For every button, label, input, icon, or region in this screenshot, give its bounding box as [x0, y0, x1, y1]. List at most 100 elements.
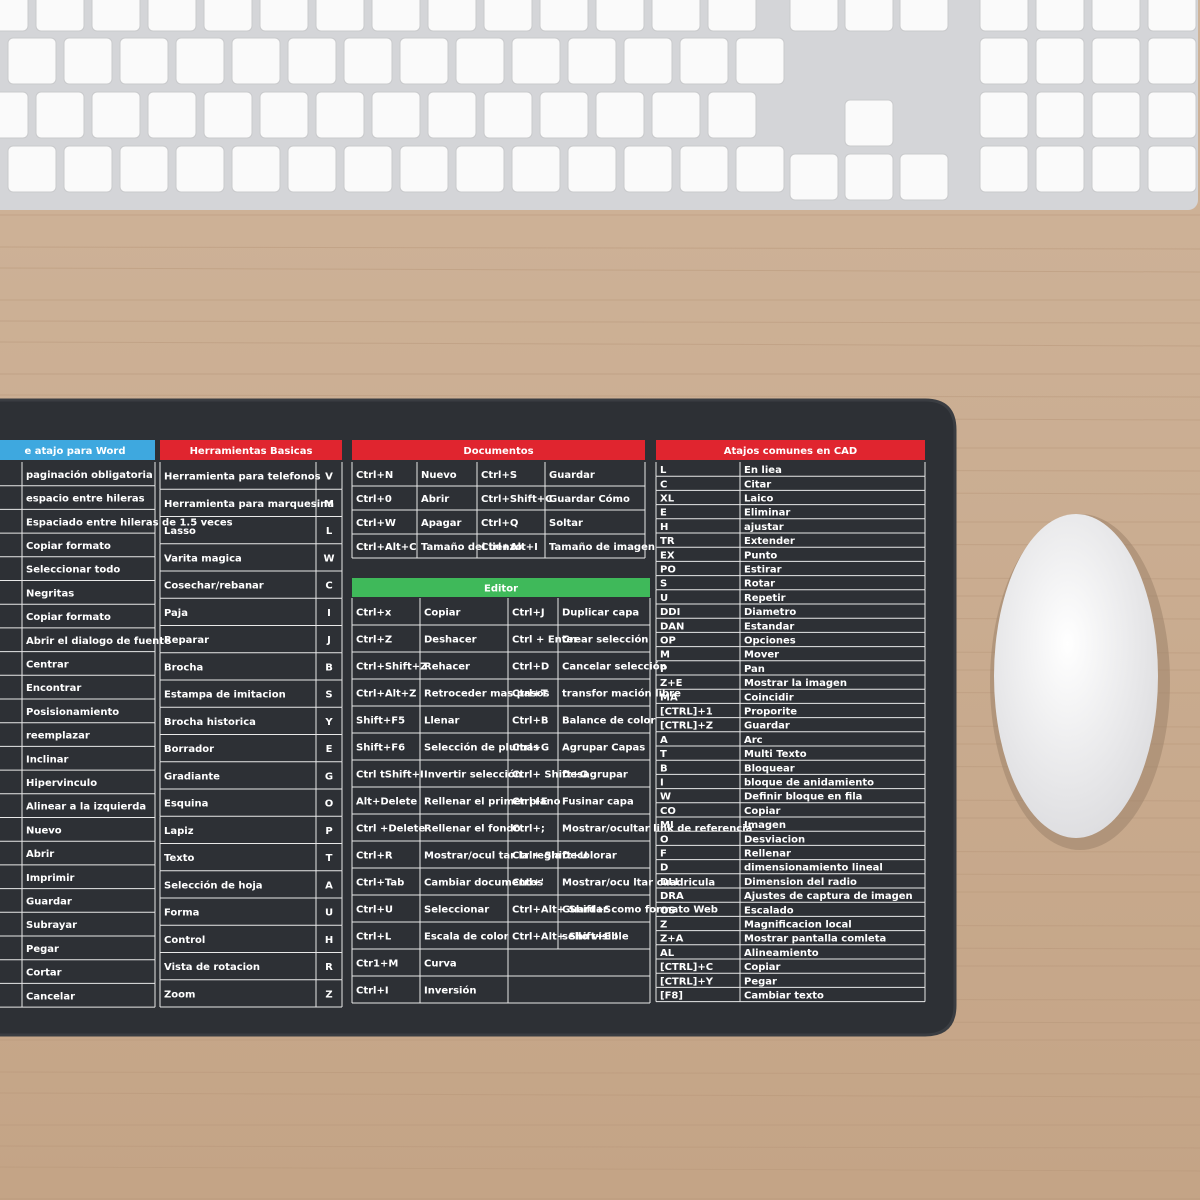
key — [231, 37, 281, 85]
cell-text: S — [660, 579, 667, 590]
cell-text: Guardar — [549, 470, 595, 481]
cell-text: Pegar — [26, 944, 59, 955]
cell-text: Ctrl + Enter — [512, 635, 578, 646]
cell-text: DDI — [660, 607, 680, 618]
key — [483, 0, 533, 32]
key — [899, 0, 949, 32]
cell-text: Tamaño del lienzo — [421, 542, 522, 553]
key — [735, 145, 785, 193]
cell-text: W — [323, 553, 334, 564]
key — [844, 99, 894, 147]
cell-text: Herramienta para telefonos — [164, 472, 321, 483]
cell-text: Ctrl+Z — [356, 635, 392, 646]
cell-text: DAN — [660, 621, 684, 632]
key — [1091, 0, 1141, 32]
cell-text: Lasso — [164, 526, 196, 537]
cell-text: Ctrl+Alt+C — [356, 542, 417, 553]
cell-text: Z — [325, 989, 332, 1000]
cell-text: Mostrar pantalla comleta — [744, 934, 886, 945]
cell-text: Cancelar — [26, 991, 75, 1002]
key — [427, 0, 477, 32]
cell-text: Subrayar — [26, 920, 77, 931]
key — [7, 145, 57, 193]
cell-text: Arc — [744, 735, 763, 746]
cell-text: Alinear a la izquierda — [26, 802, 146, 813]
cell-text: [CTRL]+Z — [660, 721, 713, 732]
key — [175, 145, 225, 193]
key — [1147, 37, 1197, 85]
cell-text: Llenar — [424, 716, 459, 727]
cell-text: Curva — [424, 959, 457, 970]
cell-text: Ctrl+R — [356, 851, 393, 862]
cell-text: XL — [660, 494, 675, 505]
cell-text: Mover — [744, 650, 779, 661]
keyboard-keys — [0, 0, 1197, 201]
cell-text: Mostrar la imagen — [744, 678, 847, 689]
cell-text: OS — [660, 905, 676, 916]
key — [789, 153, 839, 201]
table-header — [352, 440, 645, 460]
grain-line — [0, 394, 1200, 398]
cell-text: Mostrar/ocul tar la regla — [424, 851, 561, 862]
key — [539, 91, 589, 139]
cell-text: Ctrl+E — [512, 797, 548, 808]
cell-text: U — [660, 593, 668, 604]
table-header — [160, 440, 342, 460]
cell-text: Ctrl+Alt+I — [481, 542, 538, 553]
cell-text: Coincidir — [744, 692, 794, 703]
cell-text: Posisionamiento — [26, 707, 119, 718]
cell-text: Laico — [744, 494, 773, 505]
cell-text: M — [660, 650, 670, 661]
cell-text: Estandar — [744, 621, 794, 632]
key — [259, 0, 309, 32]
key — [1035, 37, 1085, 85]
cell-text: F — [660, 849, 667, 860]
key — [427, 91, 477, 139]
shortcut-tables: e atajo para Word paginación obligatoria e… — [0, 440, 926, 1008]
key — [455, 145, 505, 193]
key — [1147, 0, 1197, 32]
cell-text: PO — [660, 565, 676, 576]
cell-text: Extender — [744, 536, 795, 547]
cell-text: Ctrl+Tab — [356, 878, 404, 889]
cell-text: B — [325, 662, 333, 673]
cell-text: Ctr1+M — [356, 959, 398, 970]
cell-text: I — [660, 778, 664, 789]
cell-text: MA — [660, 692, 678, 703]
cell-text: Shift+F5 — [356, 716, 405, 727]
cell-text: Ctrl+ Shift+G — [512, 770, 588, 781]
cell-text: Ctrl+x — [356, 608, 392, 619]
cell-text: Herramienta para marquesina — [164, 499, 334, 510]
cell-text: Deshacer — [424, 635, 477, 646]
key — [259, 91, 309, 139]
cell-text: Agrupar Capas — [562, 743, 645, 754]
cell-text: Y — [324, 717, 333, 728]
table-title: Editor — [484, 584, 518, 595]
cell-text: C — [325, 581, 332, 592]
cell-text: Selección de plumas — [424, 742, 539, 754]
cell-text: Cortar — [26, 968, 62, 979]
cell-text: Decolorar — [562, 851, 617, 862]
cell-text: Control — [164, 935, 205, 946]
cell-text: EX — [660, 550, 675, 561]
cell-text: C — [660, 479, 667, 490]
cell-text: Ctrl+I — [356, 986, 389, 997]
cell-text: Z+A — [660, 934, 684, 945]
cell-text: G — [325, 771, 333, 782]
key — [539, 0, 589, 32]
cell-text: L — [326, 526, 333, 537]
cell-text: O — [325, 799, 334, 810]
cell-text: Ctrl+B — [512, 716, 548, 727]
key — [0, 0, 29, 32]
cell-text: Citar — [744, 479, 771, 490]
cell-text: Centrar — [26, 659, 69, 670]
key — [35, 91, 85, 139]
cell-text: Negritas — [26, 588, 74, 599]
cell-text: Shift+F6 — [356, 743, 405, 754]
cell-text: Ctrl+' — [512, 878, 544, 889]
cell-text: Repetir — [744, 593, 786, 604]
cell-text: Guardar como formato Web — [562, 905, 718, 916]
key — [287, 145, 337, 193]
grain-line — [0, 1166, 1200, 1172]
